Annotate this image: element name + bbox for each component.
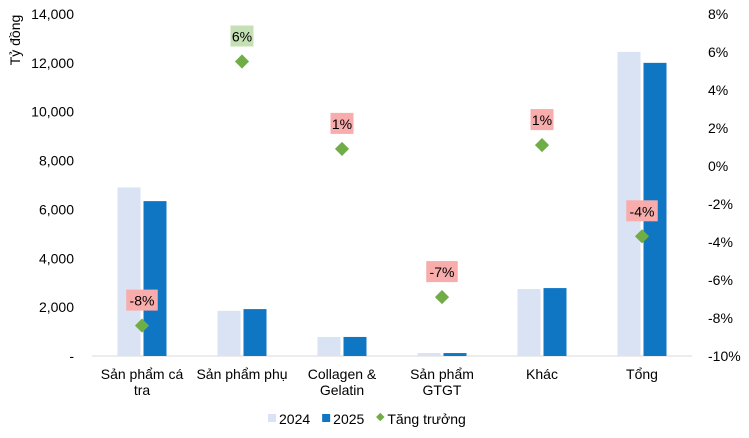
bar-2024 — [217, 310, 241, 356]
legend-label: 2025 — [333, 411, 364, 427]
growth-point — [234, 54, 250, 69]
growth-label: -4% — [630, 203, 655, 219]
y-tick-label: - — [69, 348, 74, 364]
y-tick-label: 6,000 — [39, 201, 74, 217]
growth-label-bg — [230, 25, 254, 47]
y-tick-label: 2,000 — [39, 299, 74, 315]
bar-2024 — [117, 187, 141, 356]
y2-tick-label: -10% — [708, 348, 741, 364]
growth-label: -8% — [130, 293, 155, 309]
bar-2024 — [317, 336, 341, 356]
y2-tick-label: 8% — [708, 6, 728, 22]
x-tick-label: Khác — [526, 366, 558, 382]
bar-2025 — [343, 336, 367, 356]
x-tick-label: Tổng — [626, 366, 658, 382]
bar-2025 — [243, 309, 267, 356]
growth-label: 6% — [232, 29, 252, 45]
legend-swatch — [376, 412, 385, 422]
legend-label: Tăng trưởng — [387, 411, 465, 427]
bar-2024 — [517, 289, 541, 356]
y-tick-label: 12,000 — [31, 55, 74, 71]
x-tick-label: Collagen & — [308, 366, 377, 382]
y2-tick-label: -2% — [708, 196, 733, 212]
growth-label-bg — [626, 200, 658, 222]
y2-tick-label: 0% — [708, 158, 728, 174]
bar-2025 — [543, 288, 567, 356]
bar-2025 — [443, 353, 467, 356]
bar-2024 — [417, 353, 441, 356]
y-axis-label: Tỷ đồng — [7, 15, 23, 66]
y2-tick-label: -4% — [708, 234, 733, 250]
x-tick-label: GTGT — [423, 382, 462, 398]
y2-tick-label: -8% — [708, 310, 733, 326]
growth-point — [634, 229, 650, 244]
x-tick-label: Gelatin — [320, 382, 364, 398]
legend-label: 2024 — [279, 411, 310, 427]
y-tick-label: 8,000 — [39, 153, 74, 169]
y2-tick-label: 4% — [708, 82, 728, 98]
x-tick-label: Sản phẩm — [410, 366, 474, 382]
growth-label: -7% — [430, 264, 455, 280]
x-tick-label: Sản phẩm phụ — [196, 366, 287, 382]
y2-tick-label: 2% — [708, 120, 728, 136]
y-tick-label: 10,000 — [31, 104, 74, 120]
growth-label-bg — [126, 289, 158, 311]
growth-label-bg — [530, 109, 554, 131]
x-tick-label: tra — [134, 382, 151, 398]
growth-point — [534, 138, 550, 153]
growth-point — [334, 141, 350, 156]
growth-point — [134, 318, 150, 333]
x-tick-label: Sản phẩm cá — [101, 366, 184, 382]
growth-label: 1% — [332, 116, 352, 132]
growth-label-bg — [330, 112, 354, 134]
growth-point — [434, 290, 450, 305]
y2-tick-label: -6% — [708, 272, 733, 288]
bar-2025 — [143, 201, 167, 356]
legend-swatch — [268, 414, 276, 422]
growth-label: 1% — [532, 112, 552, 128]
growth-label-bg — [426, 261, 458, 283]
legend-swatch — [322, 414, 331, 422]
y-tick-label: 4,000 — [39, 250, 74, 266]
y-tick-label: 14,000 — [31, 6, 74, 22]
y2-tick-label: 6% — [708, 44, 728, 60]
